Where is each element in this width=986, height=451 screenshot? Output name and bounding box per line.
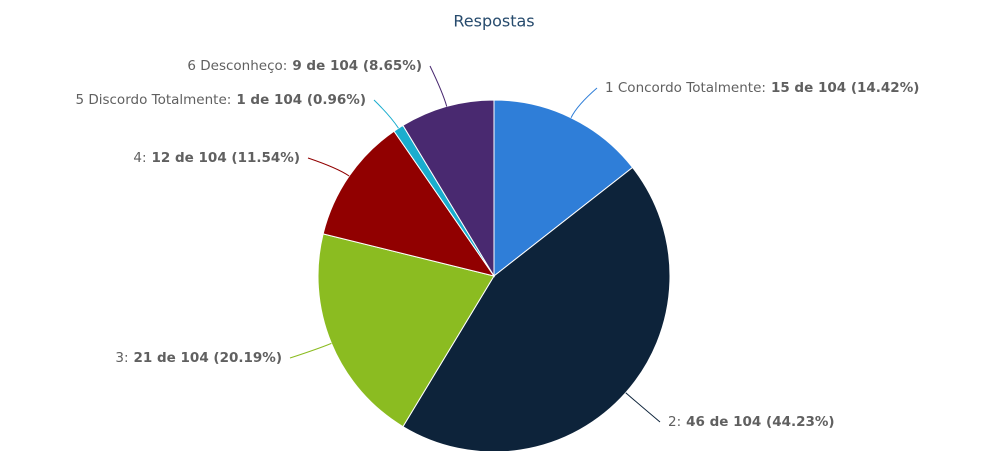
pie-slice — [402, 99, 495, 278]
connector — [570, 87, 598, 118]
category-label: 5 Discordo Totalmente: — [75, 92, 231, 108]
pie-slice — [402, 166, 671, 451]
connector — [625, 392, 661, 423]
connector — [429, 65, 448, 107]
data-label: 3: 21 de 104 (20.19%) — [115, 350, 282, 366]
data-label: 4: 12 de 104 (11.54%) — [133, 150, 300, 166]
category-label: 4: — [133, 150, 146, 166]
connector — [373, 99, 399, 129]
value-label: 46 de 104 (44.23%) — [686, 414, 834, 430]
value-label: 1 de 104 (0.96%) — [236, 92, 366, 108]
pie-slice — [317, 233, 495, 428]
data-label: 6 Desconheço: 9 de 104 (8.65%) — [187, 58, 422, 74]
data-label: 2: 46 de 104 (44.23%) — [668, 414, 835, 430]
chart-title: Respostas — [453, 12, 534, 31]
pie-slice — [493, 99, 634, 278]
data-label: 5 Discordo Totalmente: 1 de 104 (0.96%) — [75, 92, 366, 108]
connector — [289, 342, 332, 359]
value-label: 15 de 104 (14.42%) — [771, 80, 919, 96]
value-label: 9 de 104 (8.65%) — [292, 58, 422, 74]
value-label: 21 de 104 (20.19%) — [134, 350, 282, 366]
value-label: 12 de 104 (11.54%) — [152, 150, 300, 166]
category-label: 2: — [668, 414, 681, 430]
category-label: 1 Concordo Totalmente: — [605, 80, 766, 96]
category-label: 3: — [115, 350, 128, 366]
data-label: 1 Concordo Totalmente: 15 de 104 (14.42%) — [605, 80, 919, 96]
connector — [307, 157, 350, 177]
category-label: 6 Desconheço: — [187, 58, 287, 74]
